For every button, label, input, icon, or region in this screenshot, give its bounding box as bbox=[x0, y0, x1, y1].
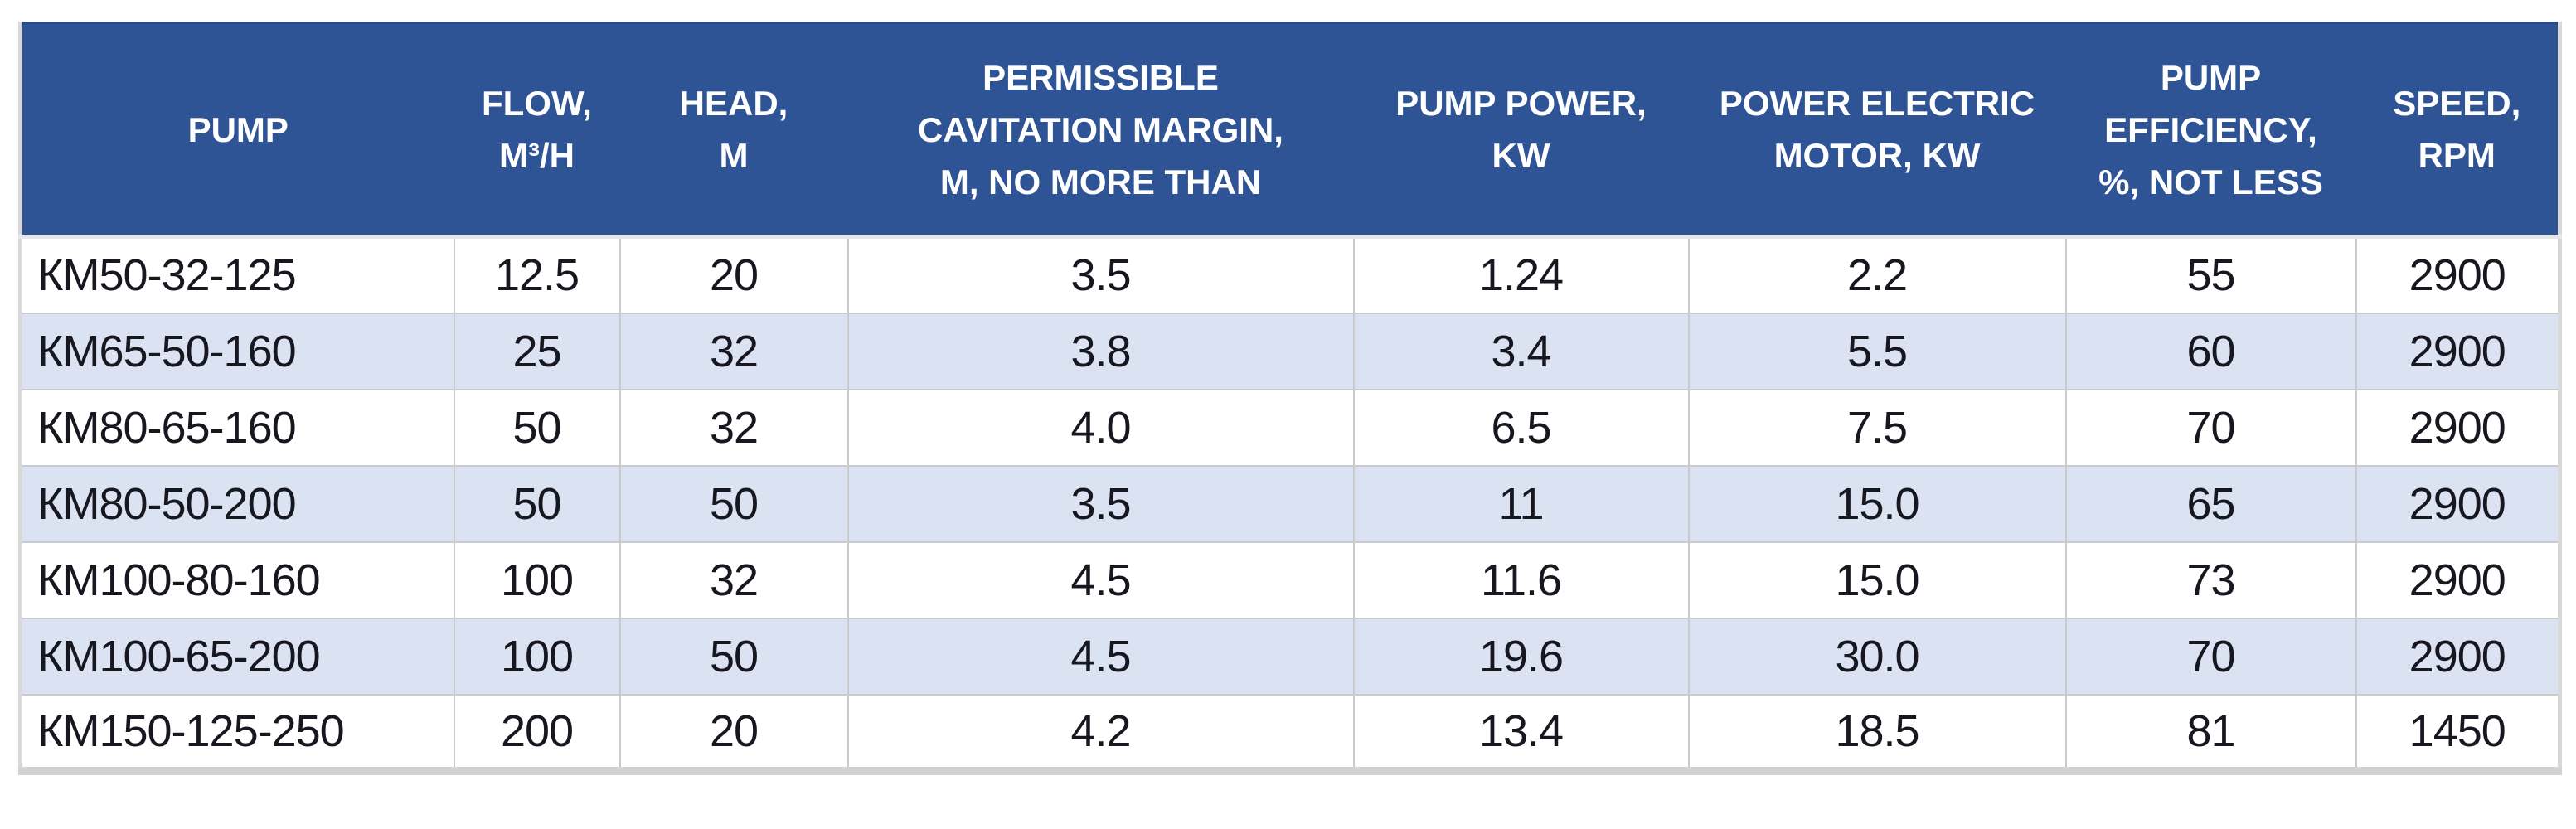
cell-speed: 2900 bbox=[2355, 464, 2561, 543]
cell-pump-power: 13.4 bbox=[1352, 693, 1690, 772]
column-header-speed-line: RPM bbox=[2418, 136, 2496, 175]
cell-pump: КМ100-80-160 bbox=[19, 541, 455, 619]
cell-pump: КМ100-65-200 bbox=[19, 617, 455, 696]
cell-motor-power: 15.0 bbox=[1687, 464, 2067, 543]
column-header-motor-power-line: POWER ELECTRIC bbox=[1719, 84, 2035, 123]
cell-pump: КМ50-32-125 bbox=[19, 235, 455, 314]
table-row: КМ100-80-160 100 32 4.5 11.6 15.0 73 2900 bbox=[19, 541, 2561, 619]
cell-pump-power: 19.6 bbox=[1352, 617, 1690, 696]
table-row: КМ80-50-200 50 50 3.5 11 15.0 65 2900 bbox=[19, 464, 2561, 543]
cell-flow: 50 bbox=[453, 464, 621, 543]
cell-cavitation: 3.5 bbox=[847, 464, 1355, 543]
cell-pump-power: 3.4 bbox=[1352, 312, 1690, 390]
cell-pump: КМ65-50-160 bbox=[19, 312, 455, 390]
cell-motor-power: 5.5 bbox=[1687, 312, 2067, 390]
cell-motor-power: 18.5 bbox=[1687, 693, 2067, 772]
cell-efficiency: 81 bbox=[2064, 693, 2357, 772]
column-header-motor-power-line: MOTOR, KW bbox=[1773, 136, 1981, 175]
cell-head: 20 bbox=[619, 235, 849, 314]
table-row: КМ80-65-160 50 32 4.0 6.5 7.5 70 2900 bbox=[19, 388, 2561, 467]
column-header-cavitation-line: PERMISSIBLE bbox=[982, 57, 1219, 97]
cell-cavitation: 4.0 bbox=[847, 388, 1355, 467]
cell-speed: 2900 bbox=[2355, 541, 2561, 619]
cell-head: 32 bbox=[619, 388, 849, 467]
cell-motor-power: 15.0 bbox=[1687, 541, 2067, 619]
cell-motor-power: 7.5 bbox=[1687, 388, 2067, 467]
column-header-pump-power-line: KW bbox=[1492, 136, 1550, 175]
cell-cavitation: 4.5 bbox=[847, 541, 1355, 619]
column-header-cavitation-line: CAVITATION MARGIN, bbox=[918, 109, 1283, 149]
column-header-pump-power: PUMP POWER, KW bbox=[1353, 22, 1689, 239]
cell-head: 50 bbox=[619, 617, 849, 696]
column-header-pump-power-line: PUMP POWER, bbox=[1395, 84, 1647, 123]
cell-pump-power: 1.24 bbox=[1352, 235, 1690, 314]
column-header-motor-power: POWER ELECTRIC MOTOR, KW bbox=[1688, 22, 2066, 239]
cell-flow: 50 bbox=[453, 388, 621, 467]
column-header-pump: PUMP bbox=[20, 22, 454, 239]
cell-head: 50 bbox=[619, 464, 849, 543]
cell-pump: КМ80-65-160 bbox=[19, 388, 455, 467]
header-row: PUMP FLOW, M³/H HEAD, M PERMISSIBLE CAVITATION… bbox=[20, 22, 2560, 239]
column-header-speed-line: SPEED, bbox=[2393, 84, 2521, 123]
cell-speed: 2900 bbox=[2355, 388, 2561, 467]
cell-efficiency: 60 bbox=[2064, 312, 2357, 390]
cell-cavitation: 3.8 bbox=[847, 312, 1355, 390]
column-header-head-line: M bbox=[719, 136, 749, 175]
column-header-cavitation: PERMISSIBLE CAVITATION MARGIN, M, NO MORE … bbox=[847, 22, 1354, 239]
pump-specifications-table: PUMP FLOW, M³/H HEAD, M PERMISSIBLE CAVITATION… bbox=[18, 22, 2562, 775]
cell-speed: 1450 bbox=[2355, 693, 2561, 772]
column-header-flow-line: M³/H bbox=[499, 136, 575, 175]
column-header-cavitation-line: M, NO MORE THAN bbox=[939, 162, 1262, 201]
column-header-efficiency: PUMP EFFICIENCY, %, NOT LESS bbox=[2065, 22, 2356, 239]
cell-efficiency: 70 bbox=[2064, 388, 2357, 467]
cell-pump-power: 11.6 bbox=[1352, 541, 1690, 619]
cell-pump-power: 11 bbox=[1352, 464, 1690, 543]
cell-motor-power: 2.2 bbox=[1687, 235, 2067, 314]
table-row: КМ50-32-125 12.5 20 3.5 1.24 2.2 55 2900 bbox=[19, 235, 2561, 314]
cell-flow: 100 bbox=[453, 617, 621, 696]
cell-pump: КМ150-125-250 bbox=[19, 693, 455, 772]
column-header-head: HEAD, M bbox=[619, 22, 848, 239]
cell-flow: 100 bbox=[453, 541, 621, 619]
column-header-head-line: HEAD, bbox=[679, 84, 788, 123]
cell-efficiency: 73 bbox=[2064, 541, 2357, 619]
cell-motor-power: 30.0 bbox=[1687, 617, 2067, 696]
cell-head: 20 bbox=[619, 693, 849, 772]
table-row: КМ65-50-160 25 32 3.8 3.4 5.5 60 2900 bbox=[19, 312, 2561, 390]
cell-efficiency: 70 bbox=[2064, 617, 2357, 696]
column-header-flow: FLOW, M³/H bbox=[454, 22, 620, 239]
cell-speed: 2900 bbox=[2355, 235, 2561, 314]
cell-head: 32 bbox=[619, 312, 849, 390]
cell-speed: 2900 bbox=[2355, 312, 2561, 390]
cell-efficiency: 65 bbox=[2064, 464, 2357, 543]
table-body: КМ50-32-125 12.5 20 3.5 1.24 2.2 55 2900 КМ65-50… bbox=[19, 235, 2561, 772]
cell-cavitation: 3.5 bbox=[847, 235, 1355, 314]
cell-cavitation: 4.5 bbox=[847, 617, 1355, 696]
cell-efficiency: 55 bbox=[2064, 235, 2357, 314]
column-header-efficiency-line: EFFICIENCY, bbox=[2104, 109, 2317, 149]
cell-head: 32 bbox=[619, 541, 849, 619]
cell-flow: 25 bbox=[453, 312, 621, 390]
cell-flow: 200 bbox=[453, 693, 621, 772]
cell-flow: 12.5 bbox=[453, 235, 621, 314]
column-header-flow-line: FLOW, bbox=[482, 84, 592, 123]
cell-cavitation: 4.2 bbox=[847, 693, 1355, 772]
table-row: КМ100-65-200 100 50 4.5 19.6 30.0 70 2900 bbox=[19, 617, 2561, 696]
column-header-efficiency-line: %, NOT LESS bbox=[2098, 162, 2323, 201]
table-header: PUMP FLOW, M³/H HEAD, M PERMISSIBLE CAVITATION… bbox=[20, 22, 2560, 239]
column-header-speed: SPEED, RPM bbox=[2355, 22, 2560, 239]
table-row: КМ150-125-250 200 20 4.2 13.4 18.5 81 1450 bbox=[19, 693, 2561, 772]
column-header-efficiency-line: PUMP bbox=[2160, 57, 2262, 97]
column-header-pump-line: PUMP bbox=[187, 109, 289, 149]
cell-pump-power: 6.5 bbox=[1352, 388, 1690, 467]
cell-pump: КМ80-50-200 bbox=[19, 464, 455, 543]
cell-speed: 2900 bbox=[2355, 617, 2561, 696]
